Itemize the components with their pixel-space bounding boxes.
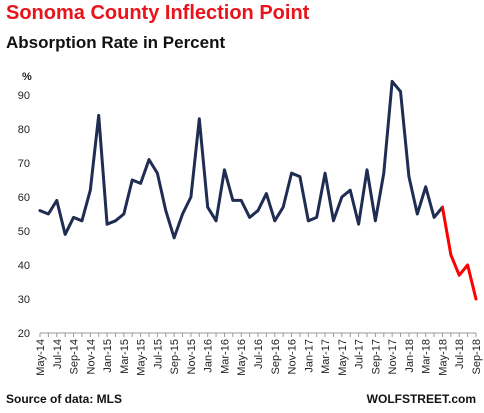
x-tick-label: Mar-15: [119, 339, 131, 374]
x-tick-label: Nov-14: [85, 339, 97, 374]
x-tick-label: May-17: [337, 339, 349, 376]
y-tick-label: 20: [18, 328, 30, 340]
x-tick-label: Sep-18: [471, 339, 483, 374]
x-tick-label: Nov-15: [186, 339, 198, 374]
y-tick-label: 60: [18, 192, 30, 204]
x-tick-label: May-18: [437, 339, 449, 376]
chart-title: Sonoma County Inflection Point: [6, 2, 310, 24]
source-note: Source of data: MLS: [6, 392, 123, 406]
y-axis-unit-label: %: [22, 71, 32, 83]
x-tick-label: May-14: [35, 339, 47, 376]
x-tick-label: May-16: [236, 339, 248, 376]
y-tick-label: 70: [18, 158, 30, 170]
y-tick-label: 90: [18, 90, 30, 102]
y-tick-label: 80: [18, 124, 30, 136]
x-tick-label: Sep-17: [370, 339, 382, 374]
x-tick-label: Jan-16: [203, 339, 215, 373]
brand-logo-text: WOLFSTREET.com: [366, 392, 476, 406]
x-tick-label: Jul-15: [152, 339, 164, 369]
x-tick-label: Mar-17: [320, 339, 332, 374]
y-axis-ticks: 20 30 40 50 60 70 80 90: [18, 90, 30, 340]
x-tick-label: Nov-17: [387, 339, 399, 374]
x-tick-label: May-15: [136, 339, 148, 376]
x-tick-label: Jul-16: [253, 339, 265, 369]
x-tick-label: Jul-14: [52, 339, 64, 369]
x-tick-label: Sep-15: [169, 339, 181, 374]
x-tick-label: Mar-16: [219, 339, 231, 374]
series-line-1: [38, 79, 444, 240]
y-tick-label: 40: [18, 260, 30, 272]
x-tick-label: Jul-17: [354, 339, 366, 369]
series-layer: [38, 79, 478, 301]
series-line-2: [440, 205, 478, 301]
x-tick-label: Jul-18: [454, 339, 466, 369]
x-tick-label: Jan-18: [404, 339, 416, 373]
x-axis: May-14 Jul-14 Sep-14 Nov-14 Jan-15 Mar-15 May-…: [35, 332, 483, 376]
x-tick-label: Mar-18: [421, 339, 433, 374]
x-tick-label: Jan-17: [303, 339, 315, 373]
x-tick-label: Sep-16: [270, 339, 282, 374]
y-tick-label: 30: [18, 294, 30, 306]
x-tick-label: Sep-14: [69, 339, 81, 374]
x-tick-label: Jan-15: [102, 339, 114, 373]
y-tick-label: 50: [18, 226, 30, 238]
x-tick-label: Nov-16: [287, 339, 299, 374]
chart-subtitle: Absorption Rate in Percent: [6, 33, 226, 52]
